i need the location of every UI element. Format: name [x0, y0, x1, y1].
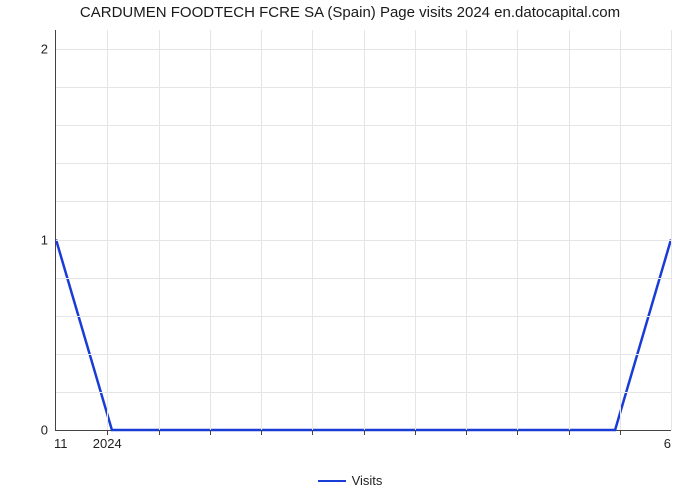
x-tick-label: 2024	[93, 430, 122, 451]
grid-line-vertical	[261, 30, 262, 430]
grid-line-horizontal	[56, 240, 671, 241]
legend: Visits	[0, 472, 700, 488]
grid-line-vertical	[415, 30, 416, 430]
x-tick	[415, 430, 416, 435]
grid-line-horizontal	[56, 49, 671, 50]
grid-line-horizontal	[56, 354, 671, 355]
x-tick	[517, 430, 518, 435]
grid-line-vertical	[671, 30, 672, 430]
x-tick	[312, 430, 313, 435]
grid-line-horizontal	[56, 201, 671, 202]
grid-line-horizontal	[56, 316, 671, 317]
grid-line-horizontal	[56, 392, 671, 393]
x-tick	[210, 430, 211, 435]
grid-line-vertical	[517, 30, 518, 430]
x-tick	[159, 430, 160, 435]
legend-swatch	[318, 480, 346, 482]
grid-line-horizontal	[56, 278, 671, 279]
x-tick	[364, 430, 365, 435]
x-tick	[261, 430, 262, 435]
grid-line-vertical	[312, 30, 313, 430]
x-tick	[466, 430, 467, 435]
plot-area: 0122024116	[55, 30, 671, 431]
grid-line-vertical	[364, 30, 365, 430]
grid-line-vertical	[159, 30, 160, 430]
x-tick	[569, 430, 570, 435]
y-tick-label: 2	[41, 42, 56, 57]
grid-line-vertical	[210, 30, 211, 430]
x-left-label: 11	[54, 430, 68, 451]
grid-line-vertical	[107, 30, 108, 430]
grid-line-vertical	[569, 30, 570, 430]
legend-label: Visits	[352, 473, 383, 488]
x-right-label: 6	[664, 430, 671, 451]
chart-title: CARDUMEN FOODTECH FCRE SA (Spain) Page v…	[0, 4, 700, 21]
x-tick	[620, 430, 621, 435]
grid-line-horizontal	[56, 87, 671, 88]
grid-line-vertical	[466, 30, 467, 430]
grid-line-horizontal	[56, 163, 671, 164]
chart-container: CARDUMEN FOODTECH FCRE SA (Spain) Page v…	[0, 0, 700, 500]
grid-line-vertical	[620, 30, 621, 430]
y-tick-label: 1	[41, 232, 56, 247]
grid-line-horizontal	[56, 125, 671, 126]
